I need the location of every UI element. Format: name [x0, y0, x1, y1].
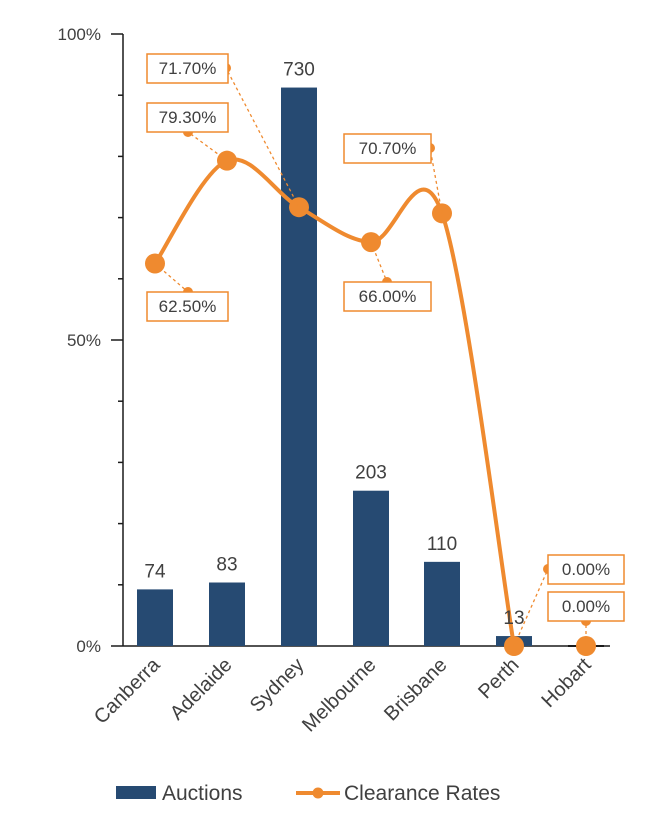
rate-label-box — [146, 291, 229, 322]
bar-melbourne — [353, 490, 389, 646]
rate-label-box — [547, 554, 625, 585]
bar-label-sydney: 730 — [283, 60, 315, 81]
rate-label-box — [146, 53, 229, 84]
rate-label-box — [343, 133, 432, 164]
clearance-rate-line — [153, 157, 516, 647]
x-tick-label-brisbane: Brisbane — [380, 654, 451, 725]
rate-label-brisbane: 70.70% — [359, 139, 417, 158]
x-tick-label-hobart: Hobart — [538, 654, 596, 712]
y-tick-label: 0% — [76, 637, 101, 656]
rate-label-canberra: 62.50% — [159, 297, 217, 316]
y-tick-label: 50% — [67, 331, 101, 350]
rate-leader-line — [429, 147, 443, 214]
x-tick-label-adelaide: Adelaide — [166, 654, 237, 725]
rate-label-sydney: 71.70% — [159, 59, 217, 78]
rate-leader-line — [513, 568, 549, 647]
x-tick-label-perth: Perth — [474, 654, 523, 703]
bars-group — [137, 87, 604, 647]
bar-canberra — [137, 589, 173, 646]
bar-label-melbourne: 203 — [355, 463, 387, 484]
rate-label-perth: 0.00% — [562, 560, 610, 579]
legend-label-clearance-rates: Clearance Rates — [344, 782, 500, 805]
rate-label-box — [343, 281, 432, 312]
rate-label-box — [146, 102, 229, 133]
bar-label-canberra: 74 — [144, 561, 166, 582]
rate-leader-line — [225, 67, 300, 208]
legend-swatch-auctions — [116, 786, 156, 799]
labels-group: 74 83 730 203 110 13 62.50% 79.30% 71.70% 66.00% 7… — [144, 53, 625, 647]
bar-adelaide — [209, 582, 245, 646]
legend: Auctions Clearance Rates — [116, 782, 500, 805]
rate-leader-line — [370, 241, 388, 283]
rate-label-adelaide: 79.30% — [159, 108, 217, 127]
bar-label-adelaide: 83 — [216, 555, 237, 576]
x-tick-label-melbourne: Melbourne — [298, 654, 380, 736]
x-tick-label-canberra: Canberra — [90, 653, 165, 728]
bar-label-perth: 13 — [503, 608, 524, 629]
x-tick-label-sydney: Sydney — [246, 654, 309, 717]
legend-label-auctions: Auctions — [162, 782, 243, 805]
rate-leader-line — [154, 263, 189, 293]
rate-label-box — [547, 591, 625, 622]
legend-marker-clearance — [312, 787, 324, 799]
bar-sydney — [281, 87, 317, 647]
bar-label-brisbane: 110 — [427, 534, 457, 555]
rate-label-melbourne: 66.00% — [359, 287, 417, 306]
y-tick-label: 100% — [58, 25, 101, 44]
rate-leader-line — [187, 131, 228, 162]
bar-brisbane — [424, 561, 460, 646]
rate-label-hobart: 0.00% — [562, 597, 610, 616]
